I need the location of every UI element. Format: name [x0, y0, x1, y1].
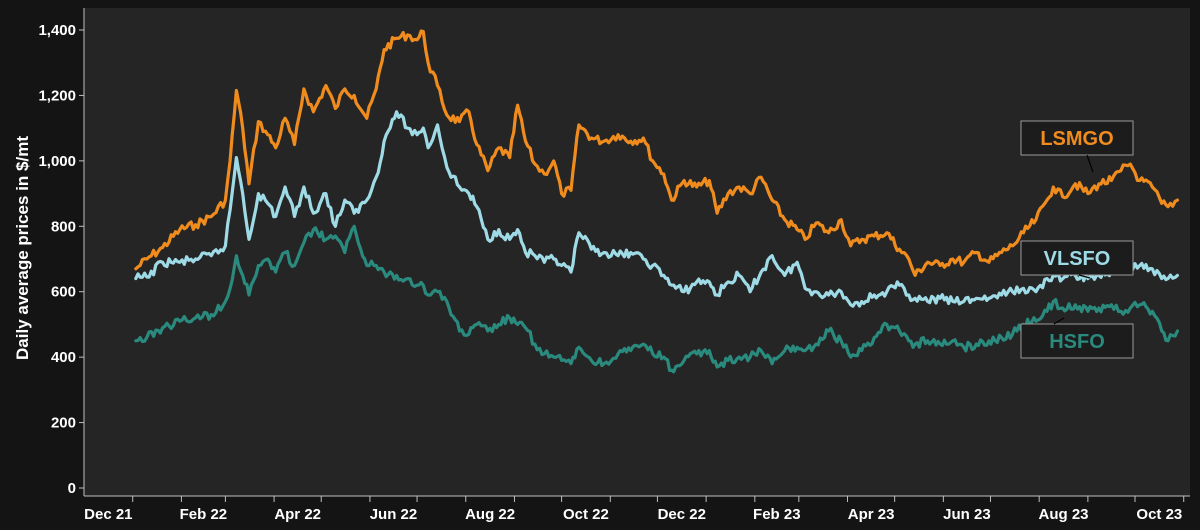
legend-pointer-lsmgo: [1086, 154, 1094, 173]
x-tick-label: Feb 22: [180, 506, 228, 523]
x-tick-label: Apr 23: [848, 506, 895, 523]
x-axis-ticks: Dec 21 Feb 22 Apr 22 Jun 22 Aug 22 Oct 22 Dec …: [84, 496, 1185, 523]
legend-label-lsmgo: LSMGO: [1040, 128, 1113, 150]
x-tick-label: Dec 22: [658, 506, 706, 523]
x-tick-label: Aug 22: [465, 506, 515, 523]
legend-label-hsfo: HSFO: [1049, 331, 1105, 353]
legend: LSMGO VLSFO HSFO: [1020, 120, 1134, 359]
x-tick-label: Apr 22: [274, 506, 321, 523]
series-line-hsfo: [134, 224, 1179, 374]
y-tick-label: 200: [51, 415, 76, 432]
y-tick-label: 1,000: [38, 153, 76, 170]
y-axis-ticks: 0 200 400 600 800 1,000 1,200 1,400: [38, 22, 84, 497]
y-tick-label: 0: [68, 480, 76, 497]
y-tick-label: 1,400: [38, 22, 76, 39]
x-tick-label: Feb 23: [753, 506, 801, 523]
x-tick-label: Jun 23: [943, 506, 991, 523]
legend-pointer-hsfo: [1053, 317, 1065, 325]
y-axis-title: Daily average prices in $/mt: [13, 136, 32, 360]
y-tick-label: 800: [51, 218, 76, 235]
legend-pointer-vlsfo: [1078, 274, 1091, 279]
x-tick-label: Aug 23: [1039, 506, 1089, 523]
y-tick-label: 400: [51, 349, 76, 366]
x-tick-label: Dec 21: [84, 506, 132, 523]
legend-label-vlsfo: VLSFO: [1044, 248, 1111, 270]
y-tick-label: 600: [51, 284, 76, 301]
legend-box-hsfo: [1020, 323, 1134, 359]
series-line-vlsfo: [134, 110, 1179, 308]
x-tick-label: Oct 22: [563, 506, 609, 523]
x-tick-label: Oct 23: [1136, 506, 1182, 523]
y-tick-label: 1,200: [38, 87, 76, 104]
x-tick-label: Jun 22: [370, 506, 418, 523]
legend-box-lsmgo: [1020, 120, 1134, 156]
series-line-lsmgo: [134, 29, 1179, 277]
series-lines: [134, 29, 1179, 374]
legend-box-vlsfo: [1020, 240, 1134, 276]
